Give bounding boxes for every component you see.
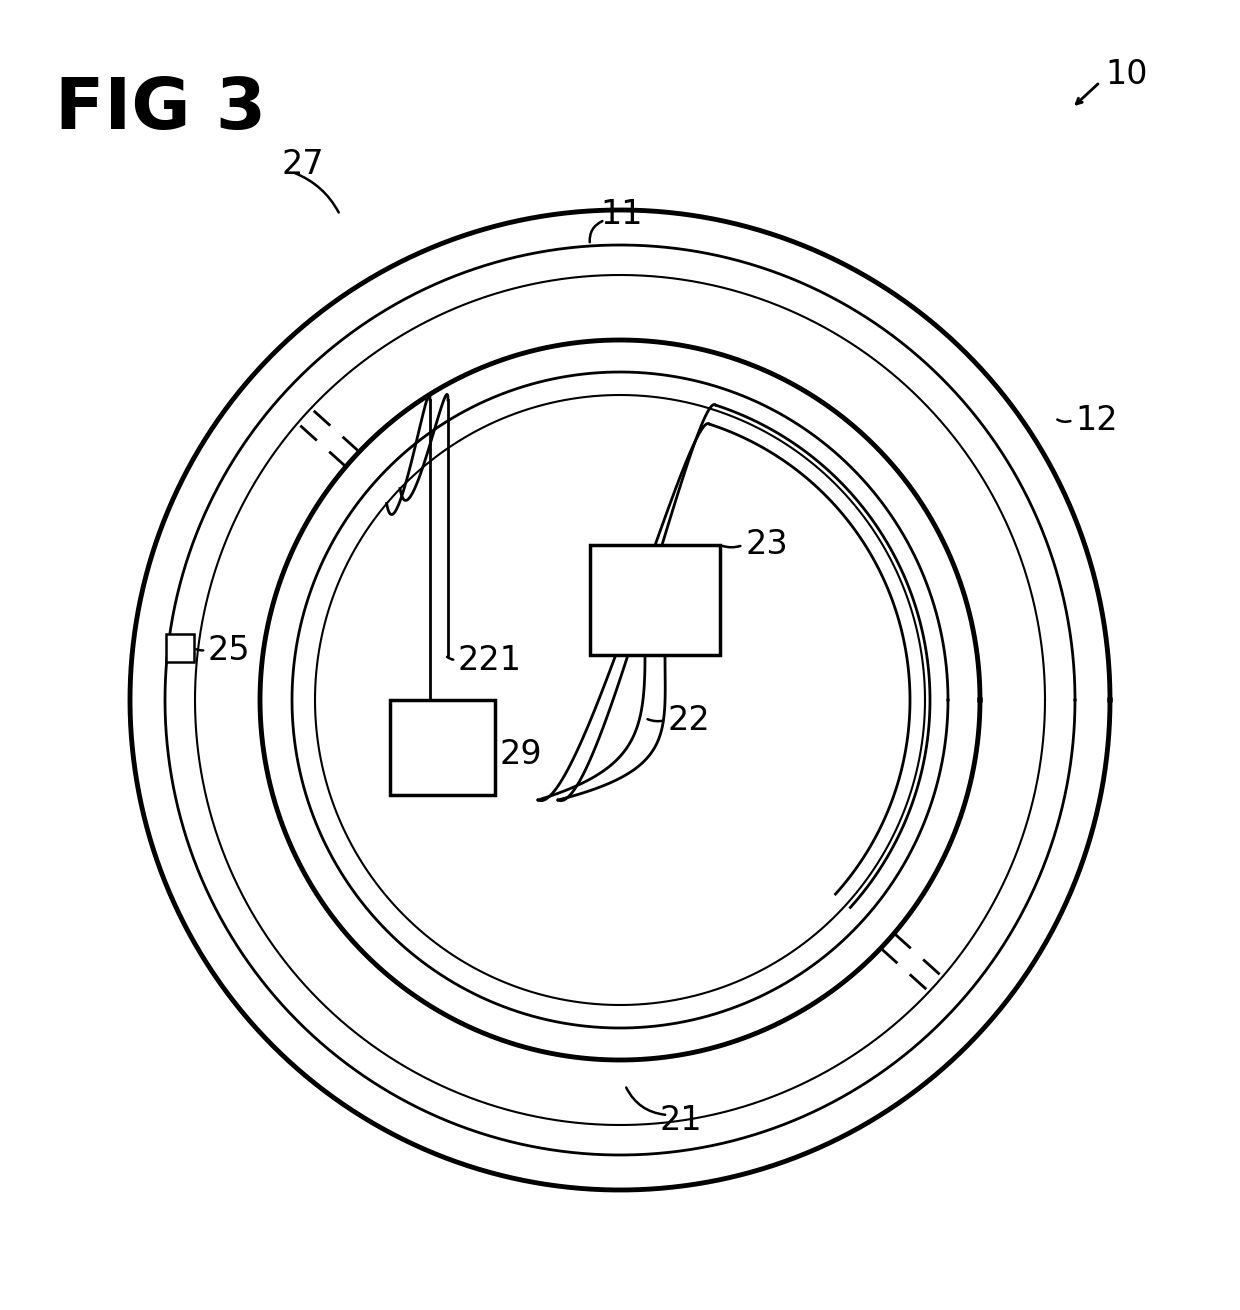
Text: 27: 27 (281, 148, 325, 182)
Text: 221: 221 (458, 643, 522, 676)
Text: 10: 10 (1105, 59, 1147, 92)
Text: FIG 3: FIG 3 (55, 75, 267, 144)
Text: 11: 11 (600, 199, 642, 232)
Text: 21: 21 (660, 1103, 703, 1137)
Text: 22: 22 (668, 703, 711, 736)
Bar (590, 545, 720, 655)
Text: 12: 12 (1075, 403, 1117, 436)
Text: 29: 29 (500, 739, 543, 772)
Bar (166, 634, 193, 662)
Text: 25: 25 (208, 634, 250, 667)
Text: 23: 23 (745, 528, 787, 562)
Bar (391, 700, 495, 795)
